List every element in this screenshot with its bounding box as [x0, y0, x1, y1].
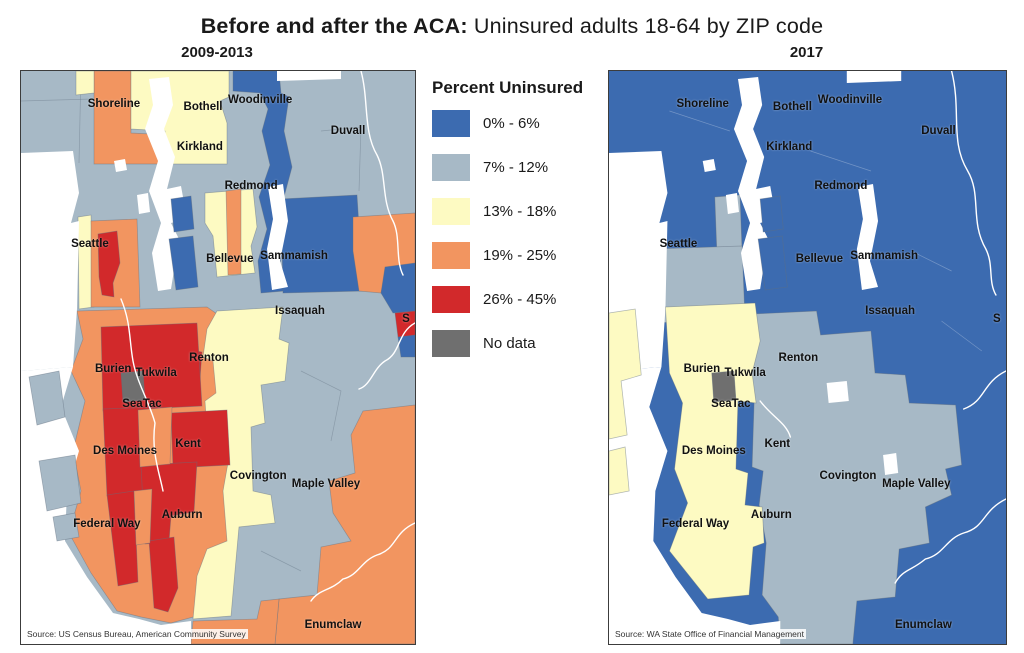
legend-title: Percent Uninsured [432, 78, 584, 97]
legend-item-2: 13% - 18% [432, 198, 612, 225]
map-2009-2013-canvas [21, 71, 415, 644]
region-kent-west-orange [137, 406, 173, 468]
region-seatac-federal-way-yellow [665, 302, 765, 600]
map-2017-canvas [609, 71, 1006, 644]
page-title: Before and after the ACA: Uninsured adul… [0, 14, 1024, 39]
legend-item-4: 26% - 45% [432, 286, 612, 313]
left-source-note: Source: US Census Bureau, American Commu… [25, 629, 248, 639]
legend-item-5: No data [432, 330, 612, 357]
region-vashon-south-yellow [609, 446, 630, 496]
rivers [759, 71, 1006, 584]
region-seatac-airport-nodata [711, 370, 737, 403]
region-federal-way-red [106, 490, 139, 587]
water-lake-washington [733, 77, 777, 291]
region-central-seattle-red [97, 230, 121, 298]
region-auburn-west-orange [133, 488, 153, 546]
legend-label: No data [483, 335, 536, 352]
water-lake-sammamish [856, 184, 879, 290]
rivers [120, 71, 415, 602]
region-newcastle-blue [757, 235, 788, 291]
region-newcastle-blue [168, 235, 199, 291]
water-puget-sound-south [21, 367, 191, 644]
water-lake-union [725, 193, 739, 214]
legend-swatch [432, 154, 470, 181]
boundary-line [260, 550, 302, 572]
boundary-line [21, 98, 94, 102]
water-lake-union [137, 193, 150, 214]
region-east-edge-blue-2 [397, 334, 415, 358]
region-bellevue-orange-strip [225, 188, 242, 276]
legend-swatch [432, 110, 470, 137]
river-cedar [962, 370, 1006, 410]
legend-label: 13% - 18% [483, 203, 557, 220]
legend-label: 19% - 25% [483, 247, 557, 264]
right-map-title: 2017 [789, 44, 824, 61]
boundary-line [300, 370, 342, 442]
legend-swatch [432, 330, 470, 357]
legend-label: 0% - 6% [483, 115, 540, 132]
region-east-yellow-band [192, 306, 290, 620]
water-lake-sammamish [267, 184, 288, 290]
region-east-edge-red [394, 310, 415, 338]
region-maury-island-gray [52, 512, 80, 542]
region-mercer-island-blue [170, 195, 195, 233]
region-nw-yellow [75, 71, 95, 96]
water-lake-washington [145, 77, 187, 291]
right-source-note: Source: WA State Office of Financial Man… [613, 629, 806, 639]
water-lake-meridian [826, 381, 849, 403]
legend-label: 26% - 45% [483, 291, 557, 308]
legend-rows: 0% - 6% 7% - 12% 13% - 18% 19% - 25% 26% - 4… [432, 110, 612, 357]
region-south-county-gray [731, 310, 963, 644]
page-title-bold: Before and after the ACA: [200, 14, 468, 38]
legend-item-0: 0% - 6% [432, 110, 612, 137]
zip-boundary-lines [669, 110, 983, 352]
boundary-line [941, 320, 983, 352]
legend-swatch [432, 286, 470, 313]
region-sammamish-blue [280, 194, 364, 294]
water-puget-sound-south [609, 367, 781, 644]
river-green-se [894, 498, 1006, 584]
river-green-kent [759, 400, 792, 438]
region-kent-red [170, 409, 231, 469]
region-enumclaw-orange [274, 404, 415, 644]
region-mercer-island-blue [759, 195, 784, 233]
boundary-line [320, 126, 362, 192]
boundary-line [911, 250, 952, 272]
boundary-line [810, 150, 872, 172]
legend: Percent Uninsured 0% - 6% 7% - 12% 13% - 1… [432, 78, 612, 374]
river-green-se [310, 522, 415, 602]
page-title-rest: Uninsured adults 18-64 by ZIP code [467, 14, 824, 38]
water-green-lake [702, 159, 716, 172]
region-burien-tukwila-seatac-red [100, 322, 203, 412]
river-cedar [358, 322, 415, 390]
river-duwamish-green [120, 298, 164, 492]
legend-item-3: 19% - 25% [432, 242, 612, 269]
legend-swatch [432, 198, 470, 225]
map-2017: Shoreline Bothell Woodinville Duvall Kirklan… [608, 70, 1007, 645]
region-vashon-island-gray [38, 454, 82, 512]
map-edge-notch [846, 71, 902, 83]
map-2009-2013: Shoreline Bothell Woodinville Duvall Kirklan… [20, 70, 416, 645]
map-edge-notch [277, 71, 341, 81]
legend-label: 7% - 12% [483, 159, 549, 176]
region-vashon-yellow [609, 308, 642, 440]
boundary-line [669, 110, 731, 132]
river-snoqualmie [950, 71, 997, 296]
legend-swatch [432, 242, 470, 269]
water-puget-sound-north [21, 151, 79, 371]
river-snoqualmie [360, 71, 404, 276]
region-island-gray [28, 370, 66, 426]
region-auburn-red [148, 536, 179, 613]
legend-item-1: 7% - 12% [432, 154, 612, 181]
left-map-title: 2009-2013 [181, 44, 253, 61]
water-green-lake [114, 159, 127, 172]
water-lake-wilderness [883, 453, 899, 475]
